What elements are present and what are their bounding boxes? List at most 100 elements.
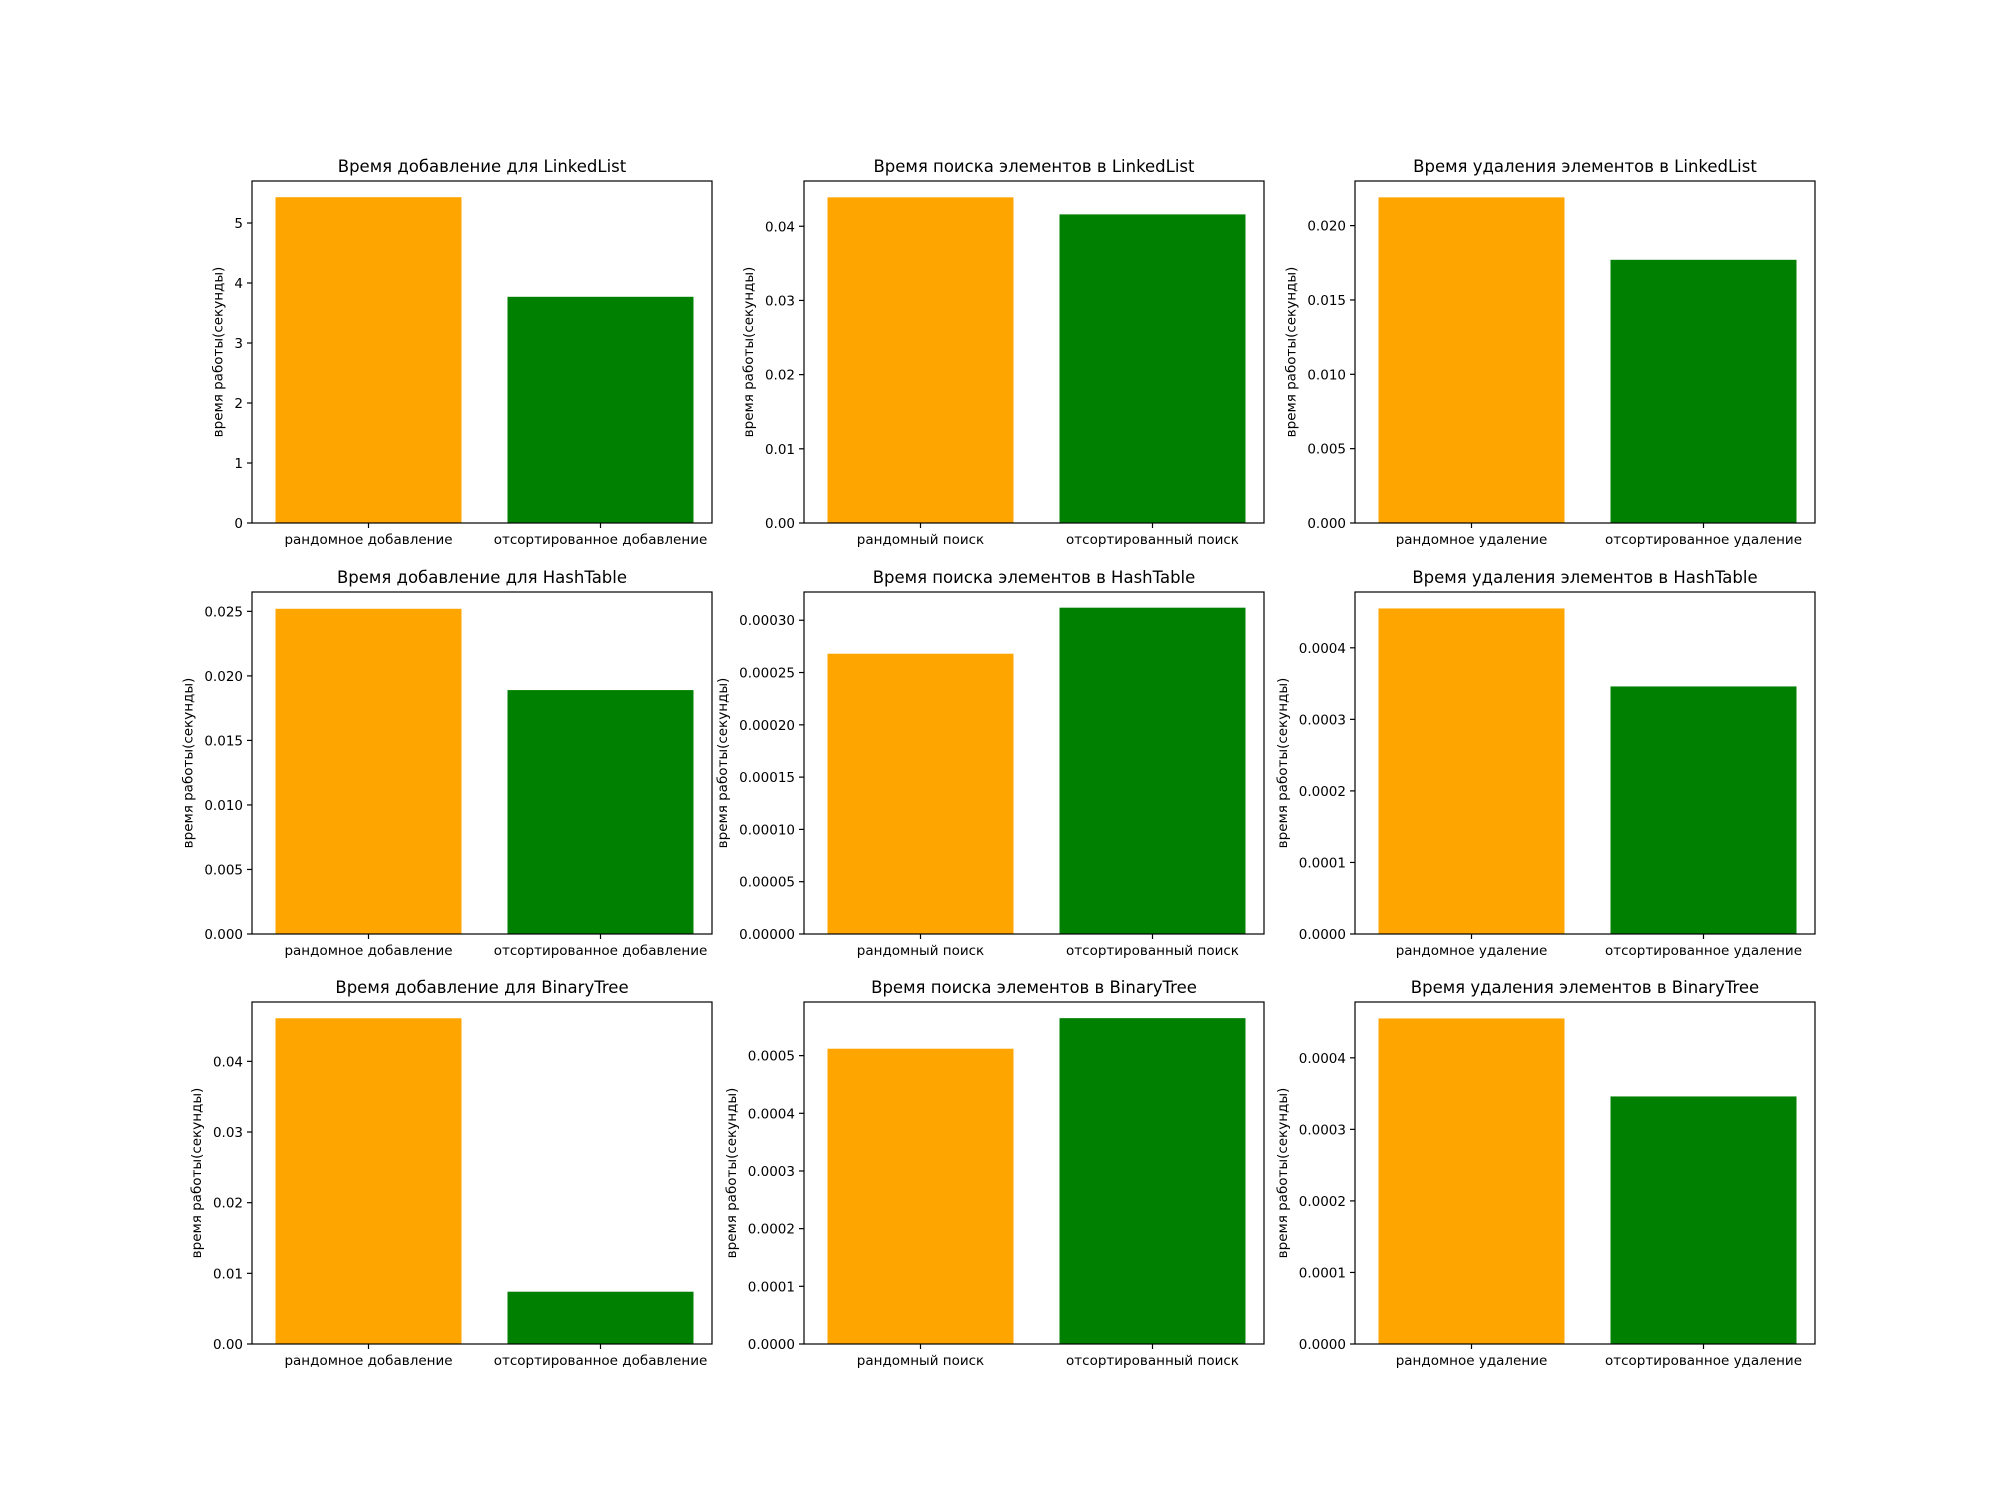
x-tick-label: отсортированное добавление <box>494 532 708 548</box>
chart-panel: 0.00 0.01 0.02 0.03 0.04 рандомный поиск отсор… <box>741 157 1265 548</box>
y-tick-label: 0.0002 <box>1299 1194 1346 1210</box>
y-tick-label: 0.005 <box>204 862 243 878</box>
axes-frame <box>251 1001 713 1345</box>
x-tick-label: рандомный поиск <box>857 1353 984 1369</box>
bar <box>275 197 462 523</box>
y-tick-label: 0 <box>234 516 243 532</box>
chart-title: Время удаления элементов в BinaryTree <box>1411 978 1759 997</box>
bar <box>1378 1018 1565 1344</box>
bar <box>507 296 694 523</box>
bar <box>1610 686 1797 934</box>
x-tick-label: отсортированный поиск <box>1066 1353 1239 1369</box>
x-tick-label: отсортированный поиск <box>1066 943 1239 959</box>
y-axis-label: время работы(секунды) <box>741 267 757 438</box>
y-axis-label: время работы(секунды) <box>715 678 731 849</box>
y-tick-label: 0.0002 <box>748 1222 795 1238</box>
y-tick-label: 0.00000 <box>739 927 795 943</box>
y-tick-label: 0.0004 <box>748 1106 795 1122</box>
y-tick-label: 0.000 <box>1307 516 1346 532</box>
chart-title: Время поиска элементов в LinkedList <box>873 157 1195 176</box>
chart-panel: 0.000 0.005 0.010 0.015 0.020 0.025 рандомное … <box>180 568 713 959</box>
chart-panel: 0.0000 0.0001 0.0002 0.0003 0.0004 0.0005 ранд… <box>724 978 1265 1369</box>
y-tick-label: 0.020 <box>204 669 243 685</box>
y-tick-label: 0.010 <box>1307 367 1346 383</box>
bar <box>1610 259 1797 523</box>
y-tick-label: 3 <box>234 336 243 352</box>
chart-title: Время поиска элементов в HashTable <box>873 568 1196 587</box>
x-tick-label: рандомное добавление <box>284 943 452 959</box>
chart-panel: 0.00000 0.00005 0.00010 0.00015 0.00020 0.000… <box>715 568 1265 959</box>
y-axis-label: время работы(секунды) <box>210 267 226 438</box>
bar <box>507 690 694 934</box>
y-tick-label: 0.0005 <box>748 1049 795 1065</box>
x-tick-label: рандомное удаление <box>1396 943 1548 959</box>
bar <box>827 1048 1014 1344</box>
axes-frame <box>1354 1001 1816 1345</box>
bar <box>1378 608 1565 934</box>
x-tick-label: отсортированное удаление <box>1605 943 1802 959</box>
y-tick-label: 0.015 <box>204 733 243 749</box>
chart-panel: 0.00 0.01 0.02 0.03 0.04 рандомное добавление… <box>189 978 713 1369</box>
y-tick-label: 0.00020 <box>739 718 795 734</box>
chart-title: Время добавление для BinaryTree <box>335 978 628 997</box>
bar <box>507 1291 694 1344</box>
y-tick-label: 0.00005 <box>739 875 795 891</box>
y-axis-label: время работы(секунды) <box>724 1088 740 1259</box>
y-tick-label: 0.0002 <box>1299 784 1346 800</box>
y-tick-label: 0.0003 <box>1299 712 1346 728</box>
y-tick-label: 0.025 <box>204 604 243 620</box>
bar <box>275 1018 462 1344</box>
y-axis-label: время работы(секунды) <box>189 1088 205 1259</box>
axes-frame <box>251 180 713 524</box>
axes-frame <box>1354 591 1816 935</box>
chart-panel: 0.000 0.005 0.010 0.015 0.020 рандомное удале… <box>1283 157 1816 548</box>
bar <box>275 608 462 934</box>
bar <box>1610 1096 1797 1344</box>
y-tick-label: 0.01 <box>213 1266 243 1282</box>
x-tick-label: отсортированное удаление <box>1605 1353 1802 1369</box>
y-axis-label: время работы(секунды) <box>1275 678 1291 849</box>
y-tick-label: 0.020 <box>1307 219 1346 235</box>
bar <box>1059 607 1246 934</box>
y-tick-label: 0.0000 <box>1299 927 1346 943</box>
chart-title: Время добавление для HashTable <box>337 568 627 587</box>
y-axis-label: время работы(секунды) <box>180 678 196 849</box>
bar <box>1059 1018 1246 1344</box>
y-tick-label: 5 <box>234 216 243 232</box>
chart-title: Время поиска элементов в BinaryTree <box>871 978 1197 997</box>
y-tick-label: 0.02 <box>213 1196 243 1212</box>
y-tick-label: 0.00030 <box>739 613 795 629</box>
x-tick-label: отсортированный поиск <box>1066 532 1239 548</box>
chart-title: Время удаления элементов в HashTable <box>1412 568 1757 587</box>
bar <box>827 653 1014 934</box>
y-tick-label: 0.0000 <box>1299 1337 1346 1353</box>
x-tick-label: рандомное добавление <box>284 1353 452 1369</box>
y-tick-label: 0.0003 <box>1299 1122 1346 1138</box>
axes-frame <box>803 591 1265 935</box>
bar <box>1378 197 1565 524</box>
y-tick-label: 0.010 <box>204 798 243 814</box>
axes-frame <box>251 591 713 935</box>
axes-frame <box>1354 180 1816 524</box>
x-tick-label: рандомный поиск <box>857 943 984 959</box>
y-tick-label: 2 <box>234 396 243 412</box>
x-tick-label: отсортированное добавление <box>494 943 708 959</box>
axes-frame <box>803 1001 1265 1345</box>
y-tick-label: 0.0004 <box>1299 641 1346 657</box>
y-tick-label: 0.0000 <box>748 1337 795 1353</box>
y-tick-label: 0.03 <box>213 1125 243 1141</box>
x-tick-label: рандомное добавление <box>284 532 452 548</box>
x-tick-label: отсортированное добавление <box>494 1353 708 1369</box>
y-tick-label: 0.00 <box>213 1337 243 1353</box>
y-tick-label: 0.00015 <box>739 770 795 786</box>
chart-panel: 0.0000 0.0001 0.0002 0.0003 0.0004 рандомное … <box>1275 568 1816 959</box>
x-tick-label: рандомный поиск <box>857 532 984 548</box>
axes-frame <box>803 180 1265 524</box>
y-tick-label: 0.04 <box>213 1054 243 1070</box>
x-tick-label: рандомное удаление <box>1396 1353 1548 1369</box>
bar <box>827 197 1014 523</box>
y-tick-label: 0.00010 <box>739 822 795 838</box>
y-tick-label: 1 <box>234 456 243 472</box>
y-tick-label: 0.0001 <box>1299 855 1346 871</box>
